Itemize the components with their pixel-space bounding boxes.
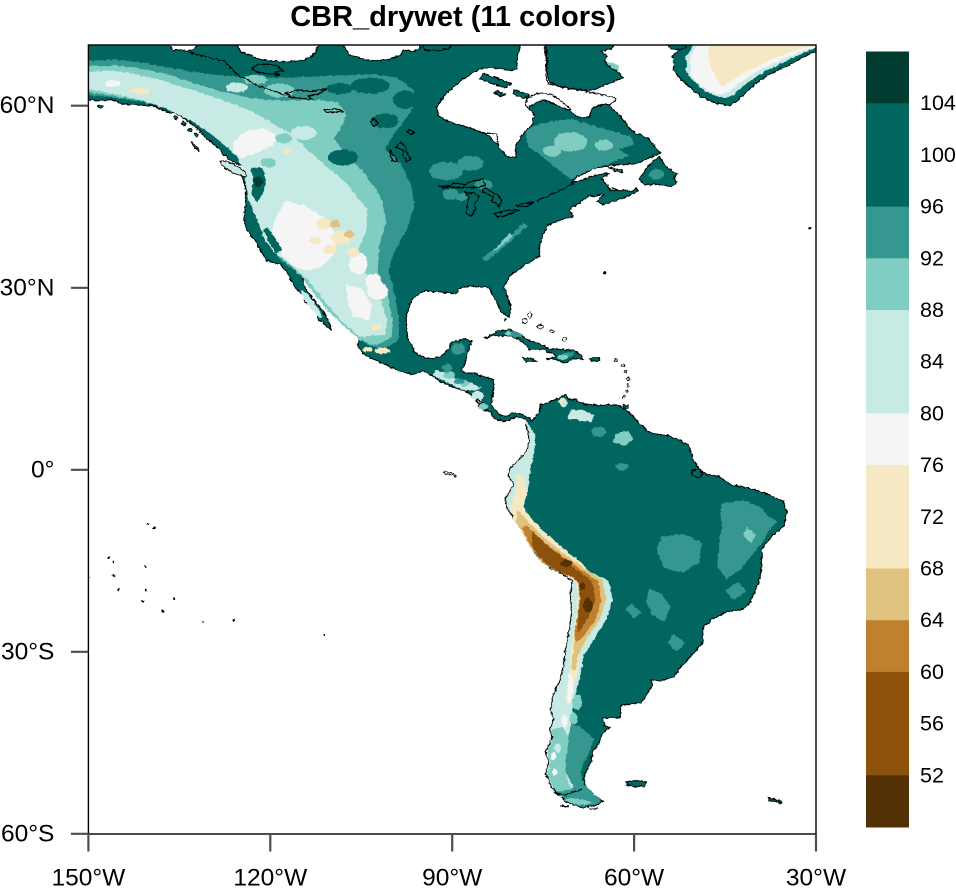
svg-text:96: 96 xyxy=(920,195,944,219)
svg-text:64: 64 xyxy=(920,608,944,632)
svg-text:100: 100 xyxy=(920,143,956,167)
svg-text:CBR_drywet (11 colors): CBR_drywet (11 colors) xyxy=(290,1,616,33)
svg-text:56: 56 xyxy=(920,712,944,736)
svg-text:60°W: 60°W xyxy=(604,865,665,889)
svg-text:60°N: 60°N xyxy=(0,92,54,119)
svg-text:30°W: 30°W xyxy=(786,865,847,889)
svg-text:52: 52 xyxy=(920,763,944,787)
svg-text:30°S: 30°S xyxy=(1,638,54,665)
svg-text:92: 92 xyxy=(920,246,944,270)
svg-text:90°W: 90°W xyxy=(422,865,483,889)
svg-text:72: 72 xyxy=(920,505,944,529)
svg-text:76: 76 xyxy=(920,453,944,477)
svg-text:88: 88 xyxy=(920,298,944,322)
svg-text:104: 104 xyxy=(920,91,956,115)
svg-text:60: 60 xyxy=(920,660,944,684)
svg-text:68: 68 xyxy=(920,557,944,581)
svg-text:80: 80 xyxy=(920,401,944,425)
svg-text:0°: 0° xyxy=(31,456,54,483)
svg-text:84: 84 xyxy=(920,350,944,374)
svg-text:60°S: 60°S xyxy=(1,820,54,847)
svg-text:150°W: 150°W xyxy=(51,865,126,889)
svg-text:120°W: 120°W xyxy=(233,865,308,889)
svg-text:30°N: 30°N xyxy=(0,274,54,301)
